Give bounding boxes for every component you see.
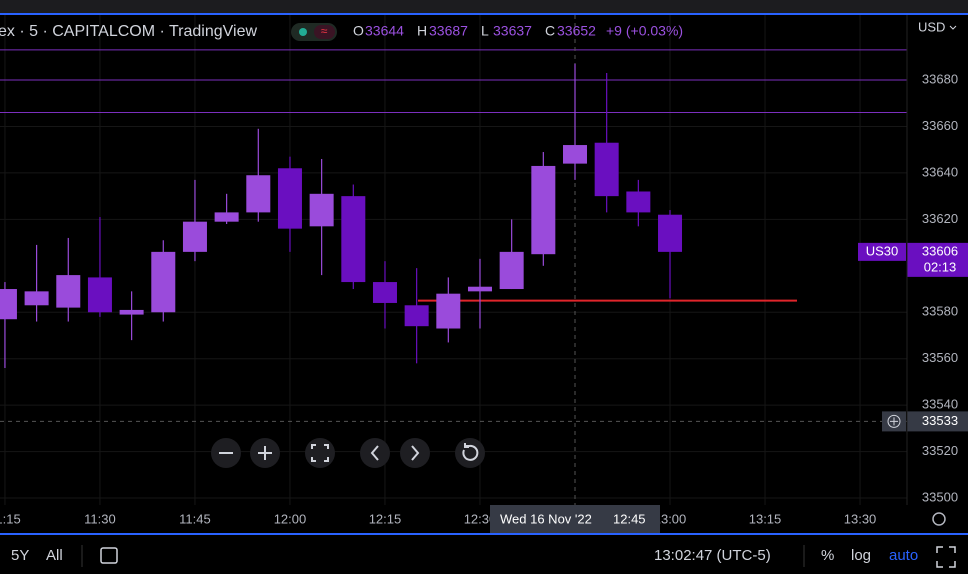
- candle-body: [246, 175, 271, 213]
- x-tick-label: 12:30: [464, 511, 497, 526]
- candle-body: [563, 145, 587, 164]
- candle-body: [531, 165, 556, 255]
- symbol-title: ex · 5 · CAPITALCOM · TradingView: [0, 23, 257, 40]
- crosshair-price: 33533: [922, 413, 958, 428]
- x-tick-label: 13:00: [654, 511, 687, 526]
- x-tick-label: 13:15: [749, 511, 782, 526]
- scroll-right[interactable]: [400, 438, 430, 468]
- y-tick-label: 33640: [922, 164, 958, 179]
- ohlc-value: 33687: [429, 23, 468, 39]
- ohlc-legend: O 33644 H 33687 L 33637 C 33652: [353, 23, 596, 39]
- icon: [311, 444, 329, 462]
- y-tick-label: 33620: [922, 211, 958, 226]
- range-all[interactable]: All: [46, 547, 63, 564]
- range-5y[interactable]: 5Y: [11, 547, 29, 564]
- settings[interactable]: [932, 512, 946, 526]
- auto-toggle[interactable]: auto: [889, 547, 918, 564]
- candle-body: [436, 293, 461, 329]
- candle-body: [594, 142, 619, 197]
- crosshair-date-tag: [490, 505, 660, 533]
- clock[interactable]: 13:02:47 (UTC-5): [654, 547, 771, 564]
- log-toggle[interactable]: log: [851, 547, 871, 564]
- crosshair-date: Wed 16 Nov '22: [500, 511, 592, 526]
- x-tick-label: 12:00: [274, 511, 307, 526]
- candle-body: [372, 282, 397, 303]
- candle-body: [499, 251, 524, 290]
- last-price-tag: [907, 242, 968, 277]
- candle-body: [467, 286, 492, 292]
- x-tick-label: 13:30: [844, 511, 877, 526]
- ohlc-letter: H: [417, 23, 427, 39]
- ohlc-letter: L: [481, 23, 489, 39]
- ohlc-value: 33652: [557, 23, 596, 39]
- candle-body: [626, 191, 651, 213]
- top-border: [0, 13, 968, 15]
- footer-border: [0, 533, 968, 535]
- candle-body: [658, 214, 683, 252]
- nav-buttons: [211, 438, 485, 468]
- ohlc-letter: O: [353, 23, 364, 39]
- y-tick-label: 33580: [922, 304, 958, 319]
- candle-body: [404, 305, 429, 327]
- y-tick-label: 33680: [922, 71, 958, 86]
- candle-body: [341, 196, 366, 283]
- symbol-tag-label: US30: [866, 243, 899, 258]
- y-tick-label: 33560: [922, 350, 958, 365]
- reset-scale[interactable]: [305, 438, 335, 468]
- add-alert-icon: [890, 417, 898, 426]
- symbol-tag: [858, 242, 906, 261]
- percent-toggle[interactable]: %: [821, 547, 834, 564]
- y-tick-label: 33520: [922, 443, 958, 458]
- scroll-left[interactable]: [360, 438, 390, 468]
- crosshair-time: 12:45: [613, 511, 646, 526]
- x-tick-label: 11:30: [84, 511, 116, 526]
- market-open-dot: [299, 28, 307, 36]
- candle-body: [56, 275, 81, 308]
- top-strip: [0, 0, 968, 13]
- icon: [370, 445, 379, 461]
- candle-body: [87, 277, 112, 313]
- add-alert-icon: [887, 414, 901, 428]
- delay-badge: [314, 25, 335, 39]
- crosshair-price-tag: [907, 411, 968, 432]
- reset-chart[interactable]: [455, 438, 485, 468]
- ohlc-value: 33637: [493, 23, 532, 39]
- ohlc-letter: C: [545, 23, 555, 39]
- fullscreen[interactable]: [936, 546, 956, 568]
- candle-body: [24, 291, 49, 306]
- candle-body: [309, 193, 334, 227]
- candle-body: [119, 309, 144, 315]
- icon: [411, 445, 420, 461]
- last-price: 33606: [922, 243, 958, 258]
- candle-body: [0, 289, 17, 320]
- date-range-button[interactable]: [100, 547, 118, 564]
- countdown: 02:13: [924, 259, 957, 274]
- candle-body: [182, 221, 207, 252]
- currency[interactable]: USD: [918, 19, 945, 34]
- candle-body: [151, 251, 176, 313]
- y-tick-label: 33540: [922, 397, 958, 412]
- candle-body: [277, 168, 302, 229]
- y-tick-label: 33660: [922, 118, 958, 133]
- x-tick-label: 12:15: [369, 511, 402, 526]
- delay-icon: ≈: [321, 24, 328, 38]
- y-tick-label: 33500: [922, 489, 958, 504]
- change: +9 (+0.03%): [606, 23, 683, 39]
- x-tick-label: 11:45: [179, 511, 211, 526]
- chart: 11:15 11:30 11:45 12:00 12:15 12:30 13:00 13:15…: [0, 15, 968, 533]
- currency-caret: [949, 25, 957, 30]
- ohlc-value: 33644: [365, 23, 404, 39]
- x-tick-label: 11:15: [0, 511, 21, 526]
- icon: [462, 443, 479, 461]
- candle-body: [214, 212, 239, 222]
